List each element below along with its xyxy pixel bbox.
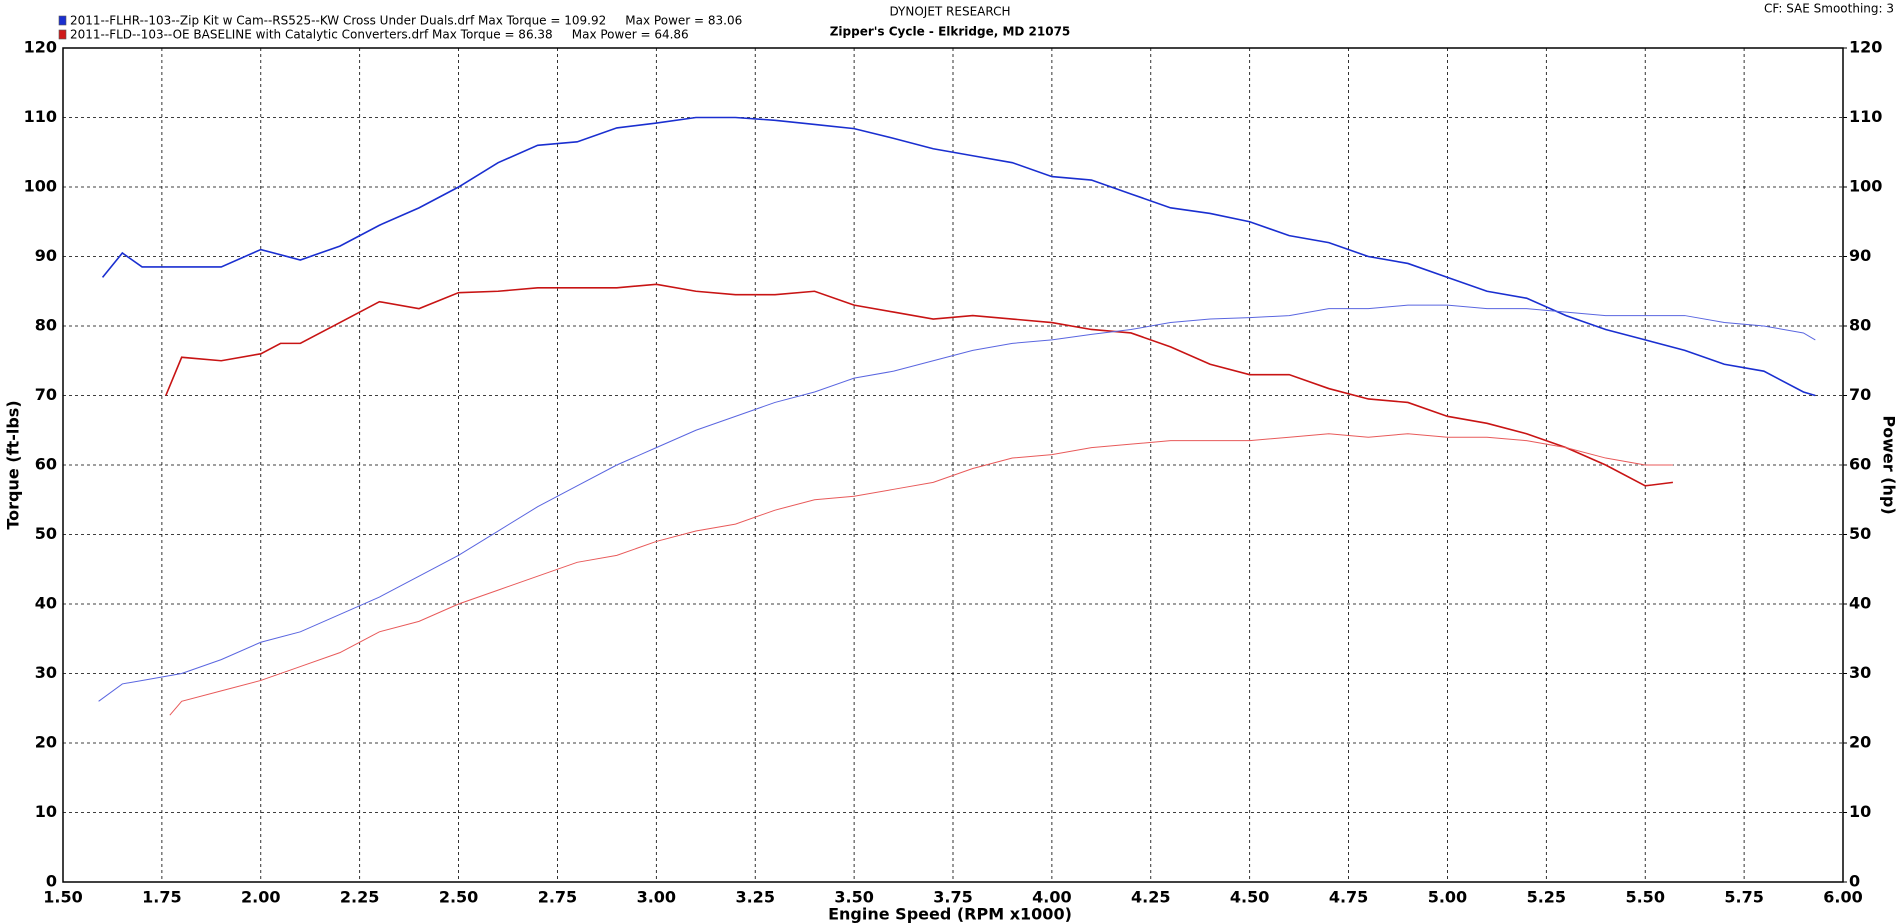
y2-tick-label: 50 [1849, 524, 1871, 543]
y-axis-label: Torque (ft-lbs) [4, 400, 23, 529]
x-tick-label: 4.75 [1329, 888, 1368, 907]
y-tick-label: 70 [35, 385, 57, 404]
y2-tick-label: 20 [1849, 733, 1871, 752]
x-tick-label: 5.00 [1428, 888, 1467, 907]
y-tick-label: 10 [35, 802, 57, 821]
y-tick-label: 60 [35, 455, 57, 474]
y2-tick-label: 110 [1849, 107, 1882, 126]
y2-tick-label: 10 [1849, 802, 1871, 821]
x-tick-label: 3.50 [834, 888, 873, 907]
x-tick-label: 4.25 [1131, 888, 1170, 907]
x-tick-label: 5.50 [1625, 888, 1664, 907]
x-tick-label: 5.25 [1527, 888, 1566, 907]
series-line [98, 304, 1816, 702]
y-tick-label: 40 [35, 594, 57, 613]
y-tick-label: 80 [35, 316, 57, 335]
legend-swatch [58, 29, 67, 40]
settings-note: CF: SAE Smoothing: 3 [1764, 2, 1894, 16]
x-tick-label: 4.00 [1032, 888, 1071, 907]
x-tick-label: 1.75 [142, 888, 181, 907]
x-tick-label: 2.25 [340, 888, 379, 907]
x-tick-label: 3.00 [637, 888, 676, 907]
y2-tick-label: 70 [1849, 385, 1871, 404]
chart-title: DYNOJET RESEARCH [889, 5, 1010, 19]
x-tick-label: 1.50 [43, 888, 82, 907]
y2-axis-label: Power (hp) [1880, 415, 1899, 514]
y-tick-label: 20 [35, 733, 57, 752]
x-tick-label: 3.75 [933, 888, 972, 907]
y2-tick-label: 90 [1849, 246, 1871, 265]
series-line [101, 116, 1816, 397]
y2-tick-label: 100 [1849, 177, 1882, 196]
y2-tick-label: 60 [1849, 455, 1871, 474]
y-tick-label: 0 [46, 872, 57, 891]
y2-tick-label: 40 [1849, 594, 1871, 613]
y-tick-label: 120 [24, 38, 57, 57]
y-tick-label: 50 [35, 524, 57, 543]
x-tick-label: 2.75 [538, 888, 577, 907]
series-line [165, 283, 1674, 487]
y2-tick-label: 30 [1849, 663, 1871, 682]
legend-label: 2011--FLHR--103--Zip Kit w Cam--RS525--K… [70, 14, 742, 28]
y-tick-label: 30 [35, 663, 57, 682]
y2-tick-label: 0 [1849, 872, 1860, 891]
x-tick-label: 6.00 [1823, 888, 1862, 907]
legend-label: 2011--FLD--103--OE BASELINE with Catalyt… [70, 28, 689, 42]
x-tick-label: 4.50 [1230, 888, 1269, 907]
y2-tick-label: 80 [1849, 316, 1871, 335]
chart-subtitle: Zipper's Cycle - Elkridge, MD 21075 [830, 25, 1071, 39]
x-axis-label: Engine Speed (RPM x1000) [828, 905, 1072, 923]
legend-swatch [58, 15, 67, 26]
y-tick-label: 100 [24, 177, 57, 196]
x-tick-label: 2.50 [439, 888, 478, 907]
x-tick-label: 3.25 [735, 888, 774, 907]
x-tick-label: 2.00 [241, 888, 280, 907]
series-line [169, 433, 1673, 716]
y2-tick-label: 120 [1849, 38, 1882, 57]
y-tick-label: 90 [35, 246, 57, 265]
y-tick-label: 110 [24, 107, 57, 126]
x-tick-label: 5.75 [1724, 888, 1763, 907]
